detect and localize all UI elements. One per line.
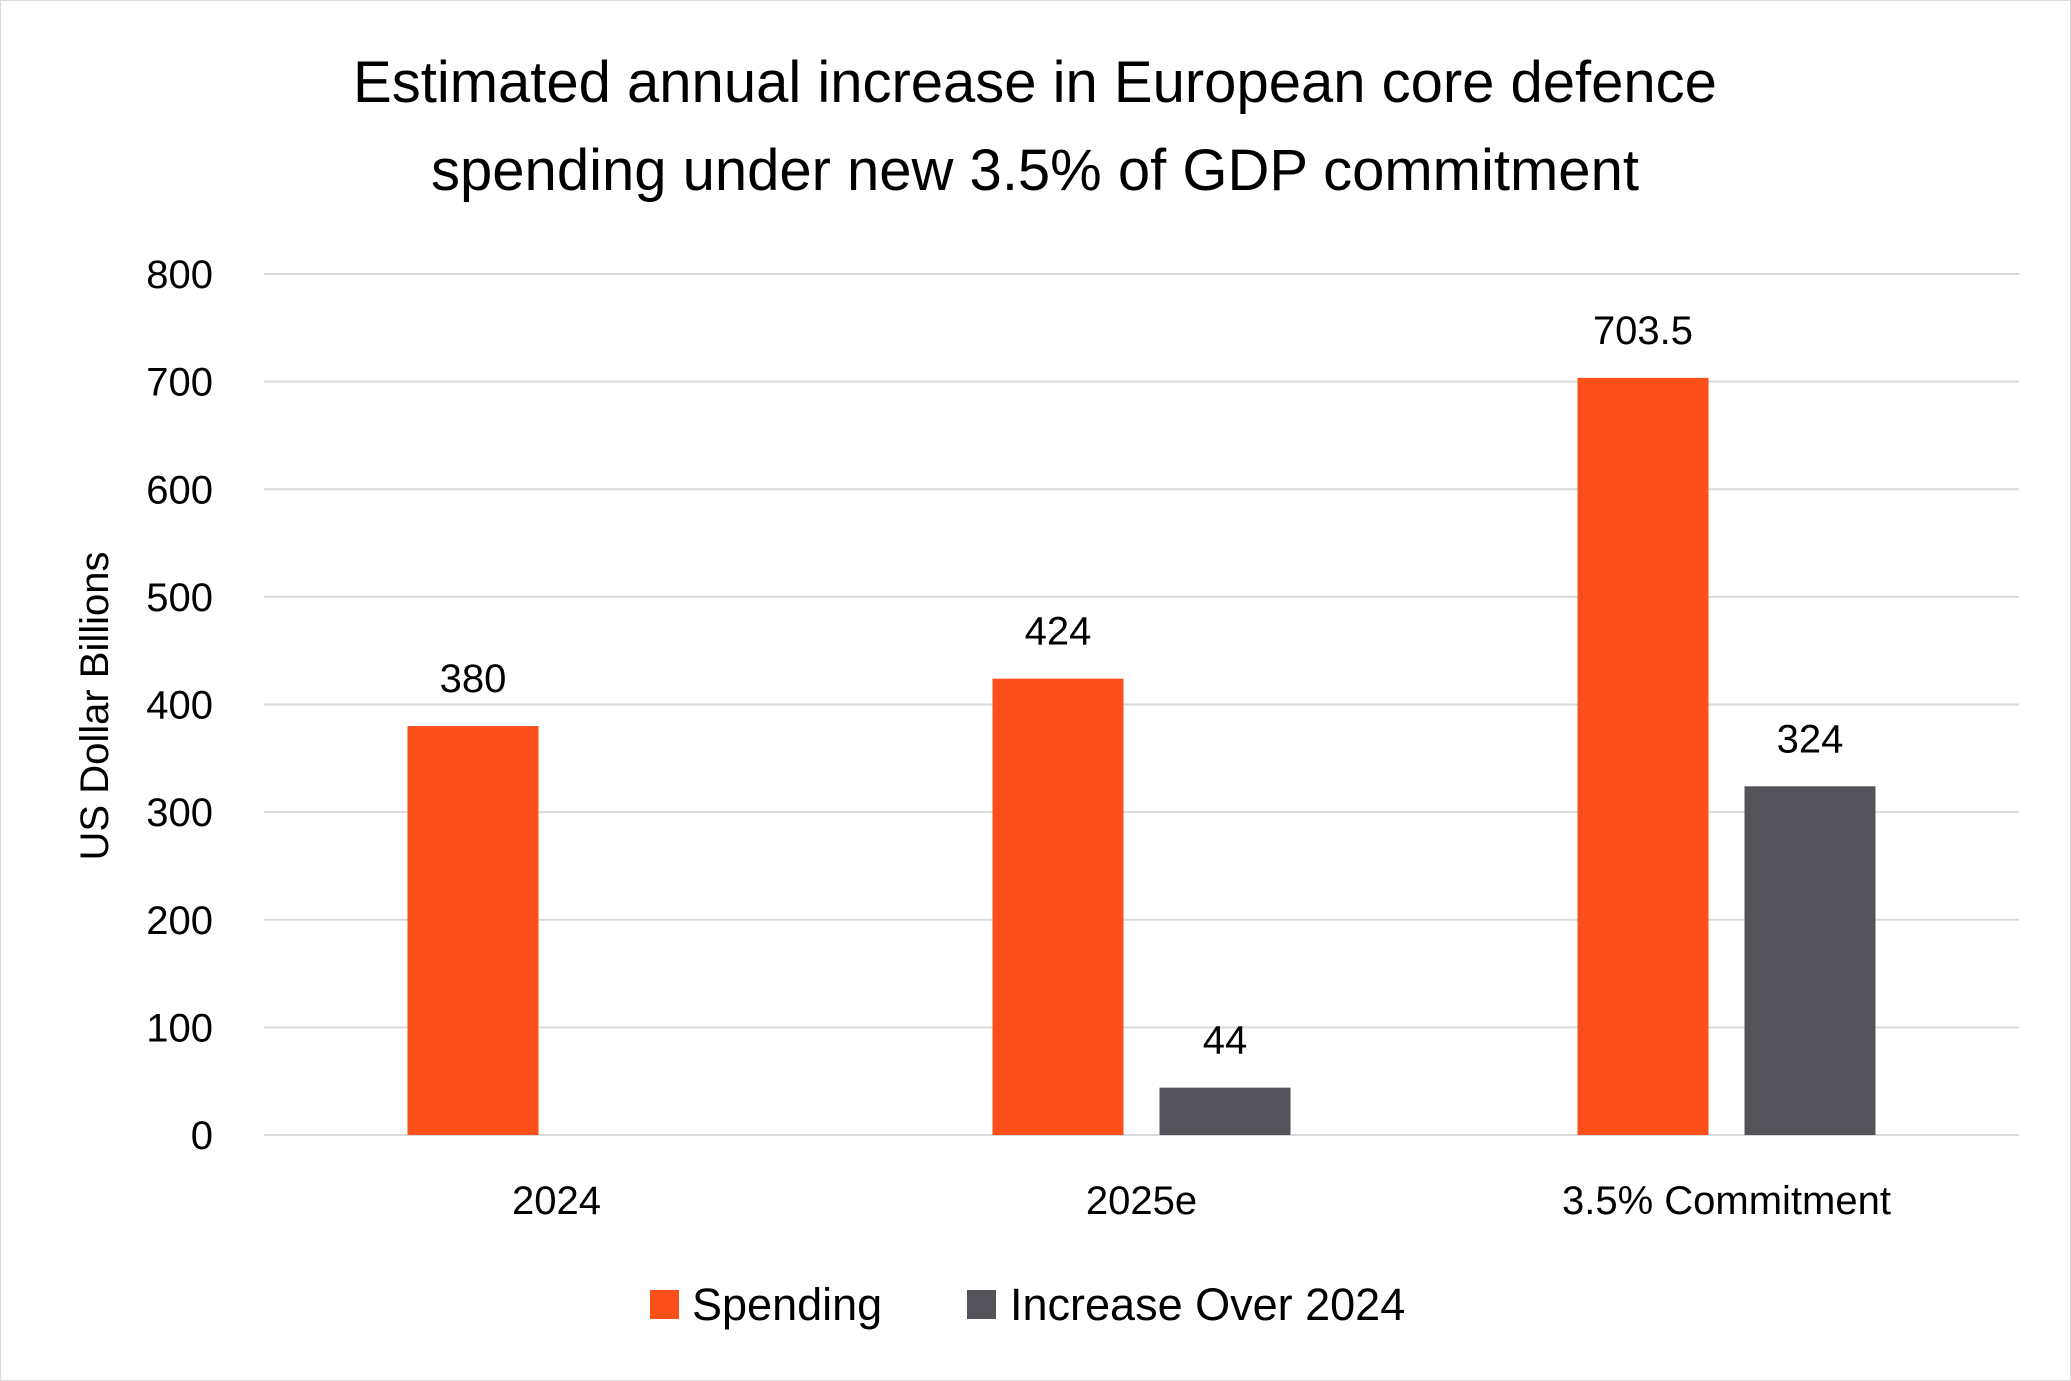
y-tick-label-300: 300: [146, 791, 213, 835]
chart-title: Estimated annual increase in European co…: [353, 50, 1717, 203]
y-tick-label-600: 600: [146, 468, 213, 512]
x-tick-label-2024: 2024: [512, 1179, 601, 1223]
legend-swatch-increase-over-2024: [967, 1290, 996, 1319]
y-axis-ticks: 0 100 200 300 400 500 600 700 800: [146, 253, 213, 1158]
data-label-spending-2025e: 424: [1025, 610, 1092, 654]
legend-swatch-spending: [650, 1290, 679, 1319]
bar-increase-over-2024-3-5-commitment: [1744, 786, 1876, 1135]
y-tick-label-400: 400: [146, 684, 213, 728]
bar-increase-over-2024-2025e: [1159, 1087, 1291, 1135]
y-tick-label-0: 0: [191, 1114, 213, 1158]
gridlines: [264, 273, 2019, 1136]
y-tick-label-200: 200: [146, 899, 213, 943]
data-label-spending-3-5-commitment: 703.5: [1593, 309, 1693, 353]
y-tick-label-700: 700: [146, 361, 213, 405]
data-label-spending-2024: 380: [440, 657, 507, 701]
y-tick-label-800: 800: [146, 253, 213, 297]
data-label-increase-over-2024-3-5-commitment: 324: [1777, 717, 1844, 761]
legend-label-spending: Spending: [692, 1279, 882, 1330]
legend: Spending Increase Over 2024: [650, 1279, 1405, 1330]
x-axis-ticks: 2024 2025e 3.5% Commitment: [512, 1179, 1891, 1223]
y-tick-label-100: 100: [146, 1006, 213, 1050]
bar-spending-2025e: [992, 678, 1124, 1135]
data-label-increase-over-2024-2025e: 44: [1203, 1019, 1248, 1063]
y-tick-label-500: 500: [146, 576, 213, 620]
chart-title-line-2: spending under new 3.5% of GDP commitmen…: [431, 138, 1639, 203]
data-labels: 380 424 44 703.5 324: [440, 309, 1844, 1063]
bar-spending-2024: [407, 726, 539, 1135]
x-tick-label-2025e: 2025e: [1086, 1179, 1197, 1223]
legend-label-increase-over-2024: Increase Over 2024: [1010, 1279, 1405, 1330]
x-tick-label-3-5-commitment: 3.5% Commitment: [1562, 1179, 1891, 1223]
bar-spending-3-5-commitment: [1577, 377, 1709, 1135]
chart-title-line-1: Estimated annual increase in European co…: [353, 50, 1717, 115]
y-axis-label: US Dollar Billions: [73, 552, 117, 861]
bars: [407, 377, 1876, 1135]
